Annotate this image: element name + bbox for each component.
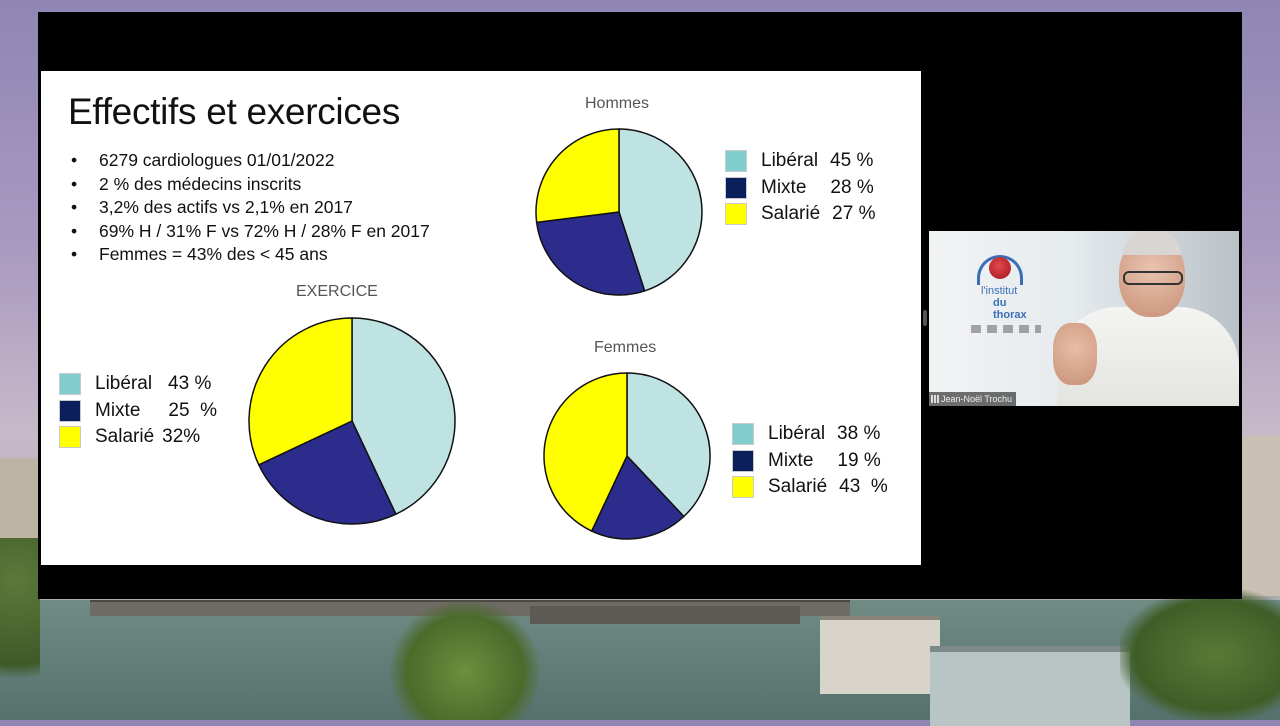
bullet-item: • Femmes = 43% des < 45 ans (67, 243, 430, 267)
legend-value: 28 % (830, 176, 874, 198)
bullet-text: Femmes = 43% des < 45 ans (99, 244, 328, 264)
background-building-glass (930, 646, 1130, 726)
legend-label: Salarié (761, 203, 821, 225)
legend-value: 19 % (837, 449, 881, 471)
legend-label: Mixte (768, 449, 814, 471)
legend-item-salarie: Salarié 43 % (732, 474, 888, 501)
bullet-item: • 3,2% des actifs vs 2,1% en 2017 (67, 196, 430, 220)
logo-text: l'institut (981, 285, 1018, 297)
legend-value: 32% (162, 426, 201, 448)
bullet-marker: • (71, 197, 78, 217)
background-trees-right (1120, 590, 1280, 720)
legend-swatch (725, 203, 747, 226)
background-trees-left (0, 520, 40, 720)
legend-swatch (732, 449, 754, 472)
legend-value: 43 % (839, 476, 888, 498)
legend-item-mixte: Mixte 19 % (732, 448, 888, 475)
pie-slice-salarie (543, 372, 628, 533)
bullet-item: • 69% H / 31% F vs 72% H / 28% F en 2017 (67, 220, 430, 244)
pie-slice-mixte (590, 454, 685, 540)
bullet-text: 6279 cardiologues 01/01/2022 (99, 150, 335, 170)
legend-label: Libéral (768, 423, 826, 445)
legend-item-salarie: Salarié 27 % (725, 201, 875, 228)
pie-slice-salarie (535, 128, 620, 224)
pie-slice-mixte (535, 211, 646, 296)
legend-swatch (725, 150, 747, 173)
bullet-item: • 2 % des médecins inscrits (67, 173, 430, 197)
background-trees-center (390, 600, 540, 720)
legend-item-salarie: Salarié 32% (59, 424, 217, 451)
background-bridge-lower (530, 606, 800, 624)
chart-title-exercice: EXERCICE (296, 283, 378, 300)
slide-title: Effectifs et exercices (68, 91, 401, 132)
chart-title-hommes: Hommes (585, 95, 650, 112)
participant-video-tile[interactable]: l'institut du thorax Jean-Noël Trochu (929, 231, 1239, 406)
legend-swatch (59, 399, 81, 422)
presentation-slide: Effectifs et exercices • 6279 cardiologue… (41, 71, 921, 565)
legend-value: 45 % (830, 150, 874, 172)
pie-slice-liberal (351, 317, 456, 516)
person-hand (1053, 323, 1097, 385)
legend-swatch (59, 426, 81, 449)
panel-resize-handle[interactable] (923, 310, 927, 326)
partner-logos (971, 325, 1041, 333)
pie-slice-salarie (248, 317, 353, 466)
pie-slice-liberal (618, 128, 703, 292)
institut-thorax-logo: l'institut du thorax (967, 253, 1041, 333)
chart-title-femmes: Femmes (594, 339, 657, 356)
participant-camera-feed (1037, 231, 1239, 406)
legend-hommes: Libéral 45 % Mixte 28 % Salarié 27 % (725, 148, 875, 228)
legend-label: Salarié (95, 426, 155, 448)
pie-slice-liberal (626, 372, 711, 518)
legend-swatch (59, 373, 81, 396)
legend-item-liberal: Libéral 43 % (59, 371, 217, 398)
logo-arc-icon (977, 255, 1023, 285)
heart-icon (989, 257, 1011, 279)
legend-item-liberal: Libéral 38 % (732, 421, 888, 448)
legend-label: Libéral (95, 373, 153, 395)
legend-exercice: Libéral 43 % Mixte 25 % Salarié 32% (59, 371, 217, 451)
legend-label: Libéral (761, 150, 819, 172)
background-building (820, 616, 940, 694)
bullet-marker: • (71, 173, 78, 194)
signal-strength-icon (931, 395, 939, 403)
bullet-marker: • (71, 244, 78, 264)
legend-label: Mixte (761, 176, 807, 198)
legend-item-mixte: Mixte 28 % (725, 175, 875, 202)
legend-label: Salarié (768, 476, 828, 498)
legend-swatch (732, 423, 754, 446)
bullet-list: • 6279 cardiologues 01/01/2022 • 2 % des m… (67, 149, 430, 267)
bullet-item: • 6279 cardiologues 01/01/2022 (67, 149, 430, 173)
legend-item-mixte: Mixte 25 % (59, 398, 217, 425)
legend-femmes: Libéral 38 % Mixte 19 % Salarié 43 % (732, 421, 888, 501)
bullet-text: 3,2% des actifs vs 2,1% en 2017 (99, 197, 353, 217)
legend-label: Mixte (95, 399, 141, 421)
participant-name-tag: Jean-Noël Trochu (929, 392, 1017, 406)
pie-chart-femmes (543, 372, 711, 540)
legend-swatch (725, 176, 747, 199)
pie-slice-mixte (257, 420, 397, 525)
legend-swatch (732, 476, 754, 499)
legend-value: 25 % (168, 399, 217, 421)
legend-value: 38 % (837, 423, 881, 445)
bullet-text: 2 % des médecins inscrits (99, 173, 302, 194)
pie-chart-hommes (535, 128, 703, 296)
bullet-marker: • (71, 150, 78, 170)
person-glasses (1123, 271, 1183, 285)
participant-name: Jean-Noël Trochu (941, 394, 1013, 404)
logo-text: du thorax (993, 297, 1027, 321)
legend-value: 43 % (168, 373, 212, 395)
background-building-left (0, 458, 38, 538)
pie-chart-exercice (248, 317, 456, 525)
bullet-marker: • (71, 220, 78, 241)
bullet-text: 69% H / 31% F vs 72% H / 28% F en 2017 (99, 220, 430, 241)
person-hair (1123, 231, 1181, 255)
legend-item-liberal: Libéral 45 % (725, 148, 875, 175)
background-building-right (1242, 436, 1280, 596)
legend-value: 27 % (832, 203, 876, 225)
